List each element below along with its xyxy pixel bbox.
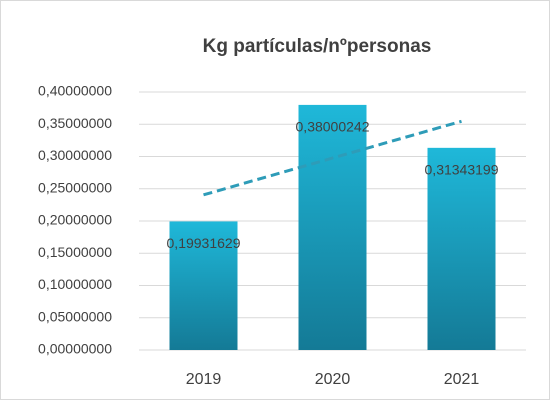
data-label: 0,38000242 bbox=[296, 119, 370, 135]
bar bbox=[298, 104, 367, 350]
x-tick-label: 2021 bbox=[444, 371, 480, 388]
trendline bbox=[203, 119, 462, 197]
y-tick-label: 0,35000000 bbox=[38, 115, 112, 131]
data-label: 0,19931629 bbox=[167, 235, 241, 251]
data-label: 0,31343199 bbox=[425, 162, 499, 178]
x-tick-label: 2019 bbox=[186, 371, 222, 388]
bar bbox=[427, 147, 496, 350]
y-tick-label: 0,40000000 bbox=[38, 83, 112, 99]
chart-title: Kg partículas/nºpersonas bbox=[203, 36, 432, 57]
y-tick-label: 0,20000000 bbox=[38, 212, 112, 228]
y-tick-label: 0,30000000 bbox=[38, 147, 112, 163]
y-tick-label: 0,10000000 bbox=[38, 276, 112, 292]
y-tick-label: 0,25000000 bbox=[38, 179, 112, 195]
y-tick-label: 0,05000000 bbox=[38, 308, 112, 324]
y-tick-label: 0,15000000 bbox=[38, 244, 112, 260]
x-tick-label: 2020 bbox=[315, 371, 351, 388]
bar bbox=[169, 221, 238, 350]
y-tick-label: 0,00000000 bbox=[38, 341, 112, 357]
